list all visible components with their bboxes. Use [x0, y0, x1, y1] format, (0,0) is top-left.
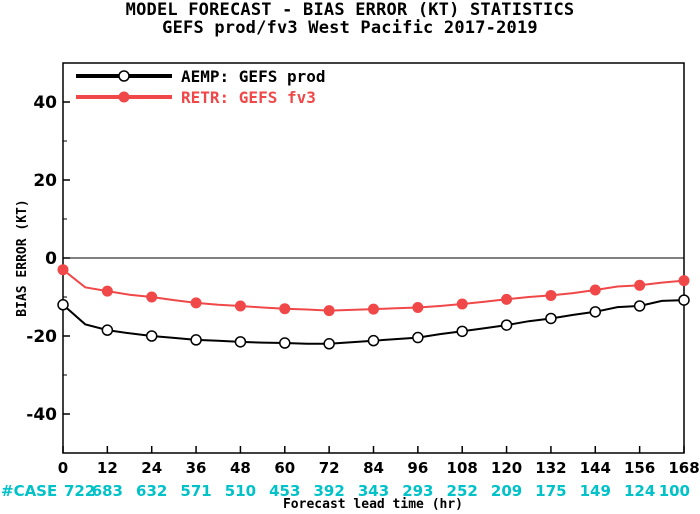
x-tick-label: 132: [535, 459, 566, 477]
x-tick-label: 120: [491, 459, 522, 477]
legend-label-1: RETR: GEFS fv3: [181, 88, 316, 107]
x-tick-label: 156: [624, 459, 655, 477]
y-tick-label: -40: [26, 405, 57, 425]
x-tick-label: 96: [407, 459, 428, 477]
series-point-1: [57, 264, 69, 276]
x-tick-label: 144: [580, 459, 611, 477]
case-count: 392: [313, 482, 344, 500]
x-tick-label: 0: [58, 459, 68, 477]
series-point-1: [279, 303, 291, 315]
series-point-1: [101, 285, 113, 297]
series-point-1: [190, 297, 202, 309]
case-count: 453: [269, 482, 300, 500]
x-tick-label: 12: [97, 459, 118, 477]
chart-title: MODEL FORECAST - BIAS ERROR (KT) STATIST…: [125, 0, 575, 20]
series-point-0: [145, 330, 158, 342]
series-point-0: [589, 306, 602, 318]
case-count: 632: [136, 482, 167, 500]
series-point-1: [368, 303, 379, 315]
series-point-0: [500, 319, 513, 331]
y-tick-label: -20: [26, 327, 57, 347]
series-point-0: [190, 334, 202, 346]
case-count: 124: [624, 482, 655, 500]
case-count: 510: [225, 482, 256, 500]
case-label: #CASE: [1, 482, 57, 500]
series-point-0: [678, 294, 690, 306]
series-point-0: [412, 331, 424, 344]
x-tick-label: 36: [186, 459, 207, 477]
series-point-1: [456, 298, 468, 310]
series-point-0: [234, 336, 247, 348]
series-point-1: [545, 289, 557, 301]
series-point-0: [101, 324, 114, 336]
series-point-1: [678, 275, 690, 287]
case-count: 343: [358, 482, 389, 500]
y-tick-label: 40: [33, 93, 57, 113]
series-point-0: [633, 300, 646, 312]
x-tick-label: 24: [141, 459, 162, 477]
x-tick-label: 72: [319, 459, 340, 477]
legend-marker-0: [118, 70, 130, 82]
case-count: 209: [491, 482, 522, 500]
series-point-1: [501, 293, 513, 305]
series-point-1: [412, 302, 424, 314]
case-count: 100: [659, 482, 690, 500]
series-point-1: [589, 284, 601, 296]
case-count: 149: [580, 482, 611, 500]
series-point-1: [146, 291, 158, 303]
case-count: 175: [535, 482, 566, 500]
x-tick-label: 60: [274, 459, 295, 477]
case-count: 722: [64, 482, 95, 500]
legend-marker-1: [118, 91, 130, 103]
series-point-0: [545, 312, 557, 325]
case-count: 293: [402, 482, 433, 500]
y-axis-title: BIAS ERROR (KT): [15, 199, 30, 316]
series-point-0: [279, 337, 291, 349]
series-point-0: [57, 299, 69, 311]
series-point-0: [367, 334, 380, 347]
case-count: 571: [180, 482, 211, 500]
series-point-1: [634, 279, 646, 291]
x-axis-title: Forecast lead time (hr): [283, 497, 463, 512]
x-tick-label: 84: [363, 459, 384, 477]
series-point-1: [323, 305, 335, 317]
y-tick-label: 0: [45, 249, 57, 269]
case-count: 252: [447, 482, 478, 500]
legend-label-0: AEMP: GEFS prod: [181, 67, 326, 86]
y-tick-label: 20: [33, 171, 57, 191]
x-tick-label: 168: [668, 459, 699, 477]
series-point-1: [234, 300, 246, 312]
x-tick-label: 108: [447, 459, 478, 477]
series-point-0: [456, 325, 468, 338]
series-point-0: [323, 338, 335, 350]
x-tick-label: 48: [230, 459, 251, 477]
chart-subtitle: GEFS prod/fv3 West Pacific 2017-2019: [162, 18, 538, 38]
case-count: 683: [92, 482, 123, 500]
